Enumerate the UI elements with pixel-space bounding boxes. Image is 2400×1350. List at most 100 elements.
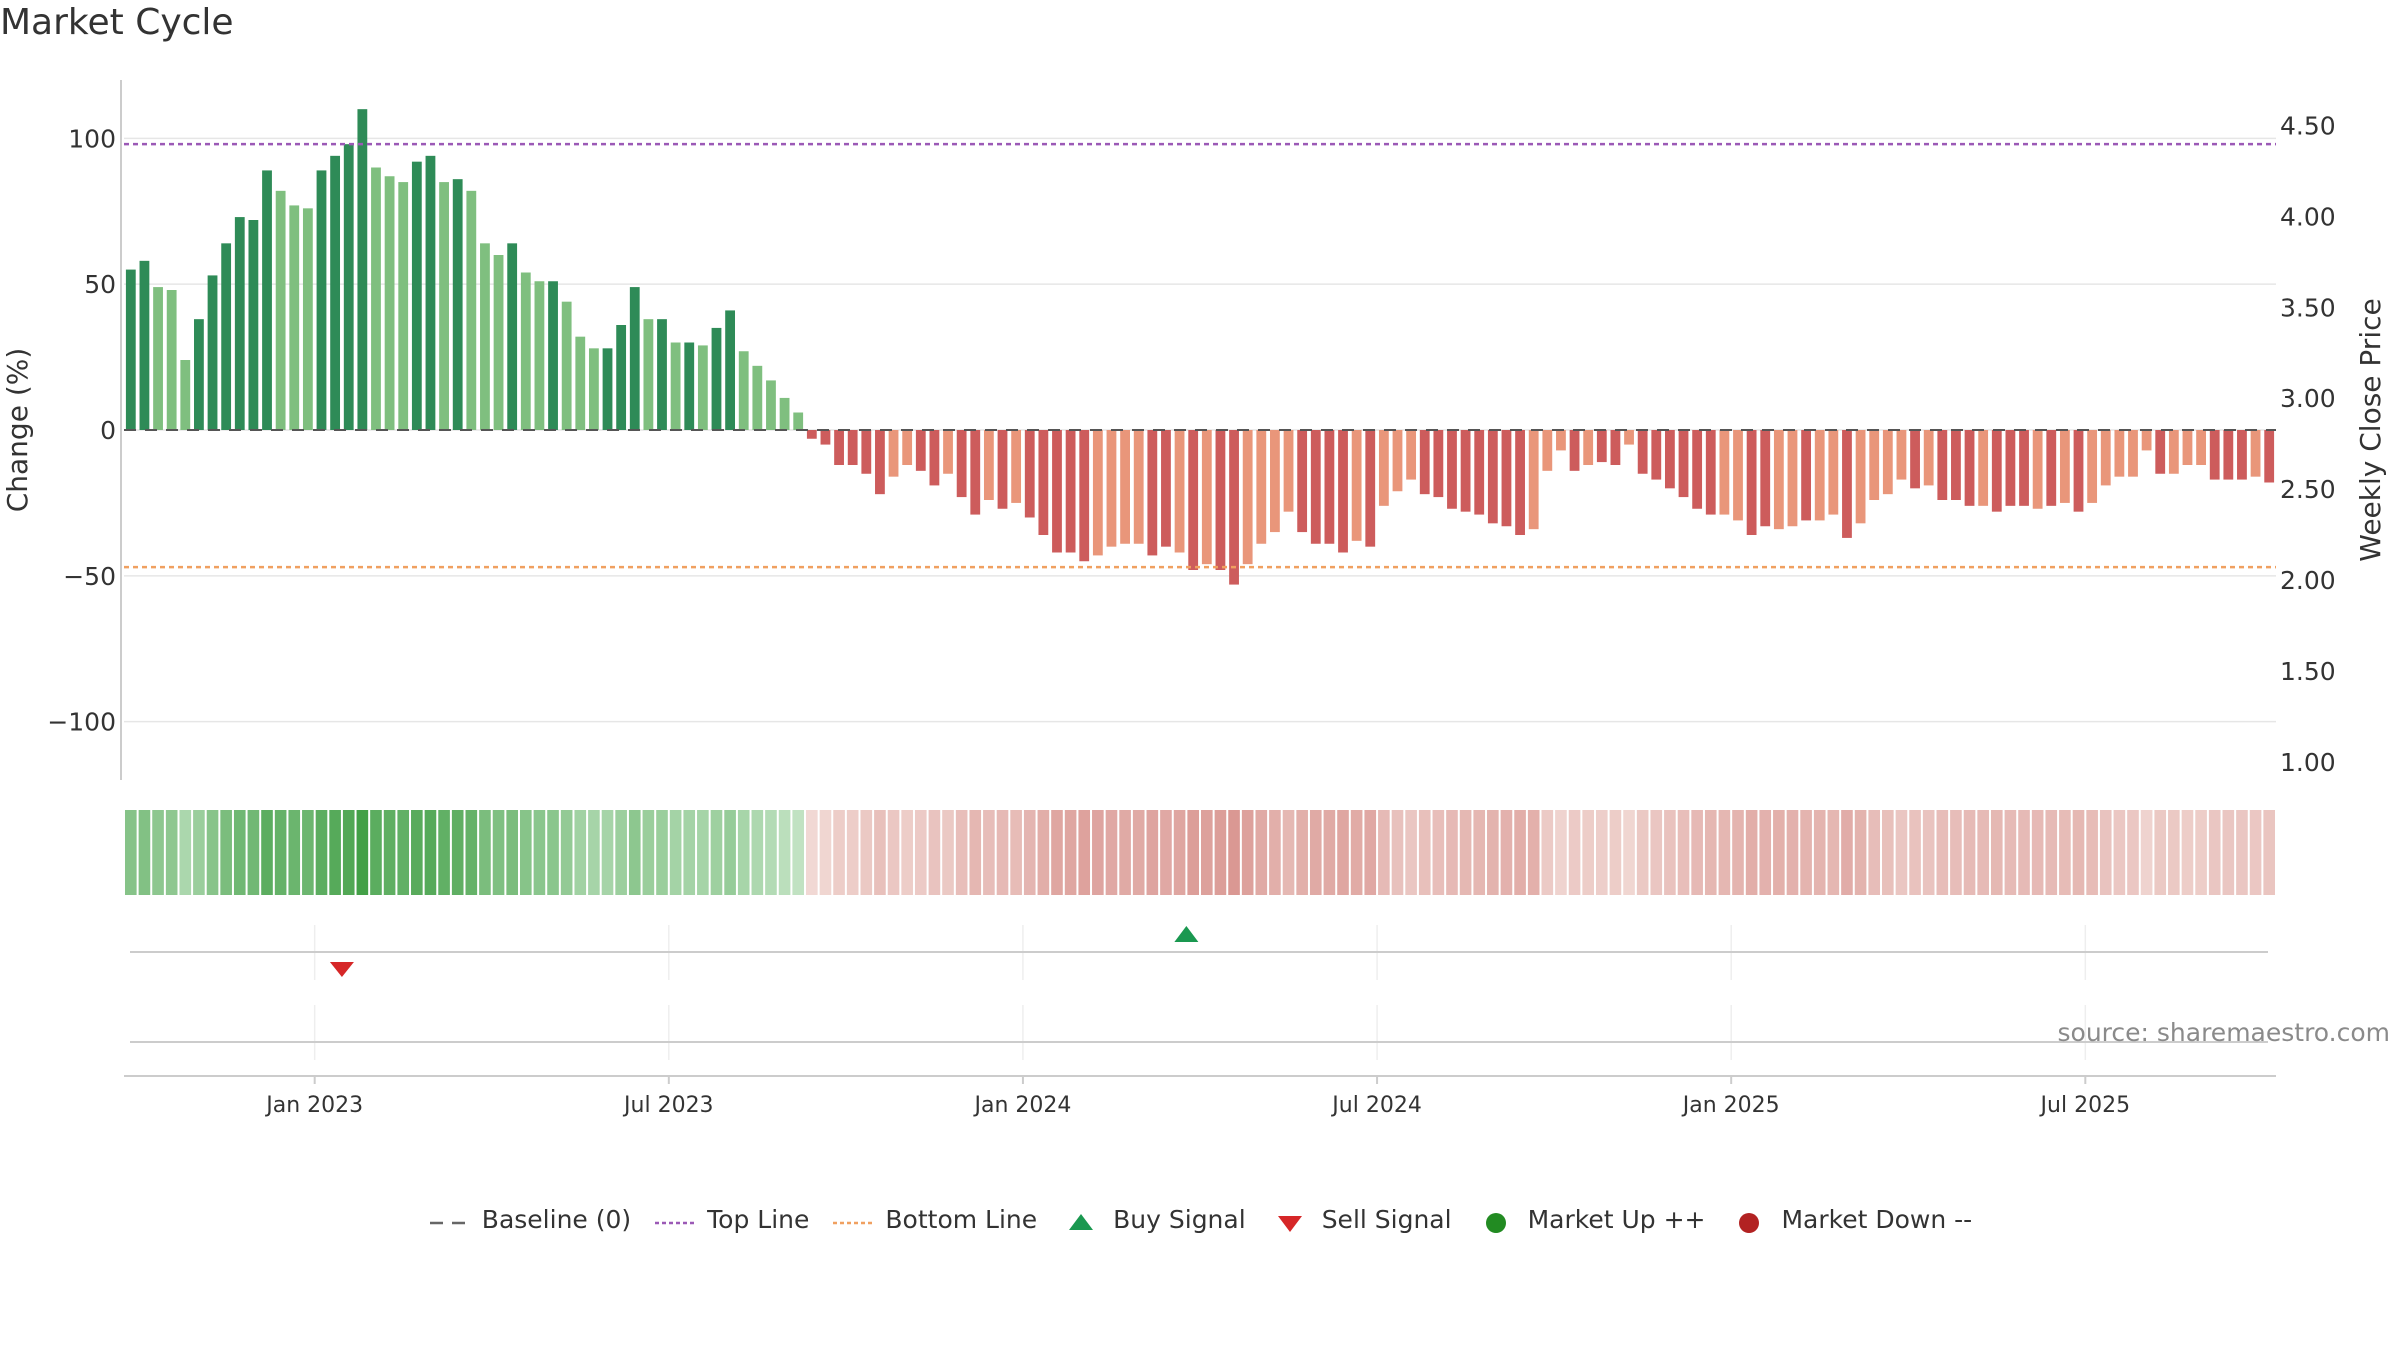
legend-item-sell-signal: Sell Signal <box>1268 1205 1452 1234</box>
bar <box>915 430 926 471</box>
bar <box>779 397 790 430</box>
bar <box>371 167 381 430</box>
heat-cell <box>1595 810 1608 895</box>
heat-cell <box>451 810 464 895</box>
bar <box>398 182 409 430</box>
bar <box>602 348 613 430</box>
heat-cell <box>1882 810 1894 895</box>
bar <box>1270 430 1280 533</box>
y-tick-label: −50 <box>63 562 116 591</box>
bar <box>956 430 967 498</box>
bar <box>2209 430 2220 480</box>
legend-sell-label: Sell Signal <box>1321 1205 1452 1234</box>
heat-cell <box>560 810 573 895</box>
heat-cell <box>2086 810 2098 895</box>
heat-cell <box>1473 810 1486 895</box>
heat-cell <box>1296 810 1308 895</box>
chart-title: Market Cycle <box>0 2 234 43</box>
bar <box>1310 430 1321 544</box>
bar <box>1052 430 1062 553</box>
bar <box>1324 430 1335 544</box>
heat-cell <box>1950 810 1962 895</box>
bar <box>875 430 885 495</box>
bar <box>480 243 490 430</box>
bar <box>153 287 163 430</box>
bar <box>2005 430 2016 506</box>
heat-cell <box>1064 810 1077 895</box>
heat-cell <box>1487 810 1499 895</box>
bar <box>534 281 545 430</box>
heat-cell <box>1173 810 1186 895</box>
heat-cell <box>2195 810 2207 895</box>
bar <box>194 319 204 430</box>
bar <box>1215 430 1226 570</box>
heat-cell <box>261 810 273 895</box>
heat-cell <box>1500 810 1513 895</box>
heat-cell <box>1201 810 1213 895</box>
heat-cell <box>315 810 328 895</box>
bar <box>411 161 422 430</box>
heat-cell <box>1269 810 1281 895</box>
bar <box>1951 430 1961 500</box>
heat-cell <box>1895 810 1908 895</box>
heat-cell <box>125 810 137 895</box>
heat-cell <box>1527 810 1540 895</box>
bar <box>1610 430 1621 465</box>
heat-cell <box>1868 810 1881 895</box>
heat-cell <box>860 810 873 895</box>
heat-cell <box>955 810 968 895</box>
bar <box>1787 430 1798 527</box>
market-up-dot-icon <box>1474 1210 1518 1233</box>
heat-cell <box>1773 810 1785 895</box>
heat-cell <box>506 810 518 895</box>
bar <box>1038 430 1049 535</box>
bar <box>616 325 627 430</box>
bar <box>684 342 695 430</box>
heat-cell <box>2045 810 2058 895</box>
bar <box>425 155 436 431</box>
heat-cell <box>492 810 505 895</box>
bar <box>2196 430 2206 465</box>
heat-cell <box>710 810 723 895</box>
bar <box>2100 430 2111 486</box>
y2-tick-label: 2.50 <box>2280 475 2336 504</box>
bar <box>861 430 872 474</box>
heat-cell <box>1827 810 1840 895</box>
heat-cell <box>1936 810 1949 895</box>
heat-cell <box>2127 810 2139 895</box>
bar <box>943 430 953 474</box>
bar <box>697 345 708 430</box>
bar <box>2073 430 2084 512</box>
bar <box>575 336 586 430</box>
heat-cell <box>887 810 900 895</box>
heat-cell <box>193 810 205 895</box>
heat-cell <box>697 810 709 895</box>
heat-cell <box>1364 810 1377 895</box>
heat-cell <box>901 810 913 895</box>
legend-baseline-swatch <box>428 1210 472 1230</box>
legend-bottom-line-label: Bottom Line <box>885 1205 1038 1234</box>
bar <box>1297 430 1308 533</box>
heat-cell <box>1841 810 1853 895</box>
legend-item-top-line: Top Line <box>653 1205 809 1234</box>
x-tick-label: Jan 2023 <box>264 1093 363 1118</box>
bar <box>1229 430 1239 585</box>
heat-cell <box>1677 810 1690 895</box>
bar <box>1256 430 1267 544</box>
bar <box>834 430 844 465</box>
heat-cell <box>2249 810 2262 895</box>
buy-signal-marker <box>1174 926 1199 942</box>
heat-cell <box>588 810 600 895</box>
heat-cell <box>1241 810 1254 895</box>
bar <box>1596 430 1607 463</box>
heat-cell <box>642 810 655 895</box>
heat-cell <box>2099 810 2112 895</box>
bar <box>1174 430 1185 553</box>
heat-cell <box>1146 810 1159 895</box>
bar <box>806 430 817 439</box>
bar <box>2168 430 2179 474</box>
heat-cell <box>1963 810 1976 895</box>
legend-item-market-up: Market Up ++ <box>1474 1205 1705 1234</box>
bar <box>1583 430 1594 465</box>
bar <box>561 301 572 430</box>
